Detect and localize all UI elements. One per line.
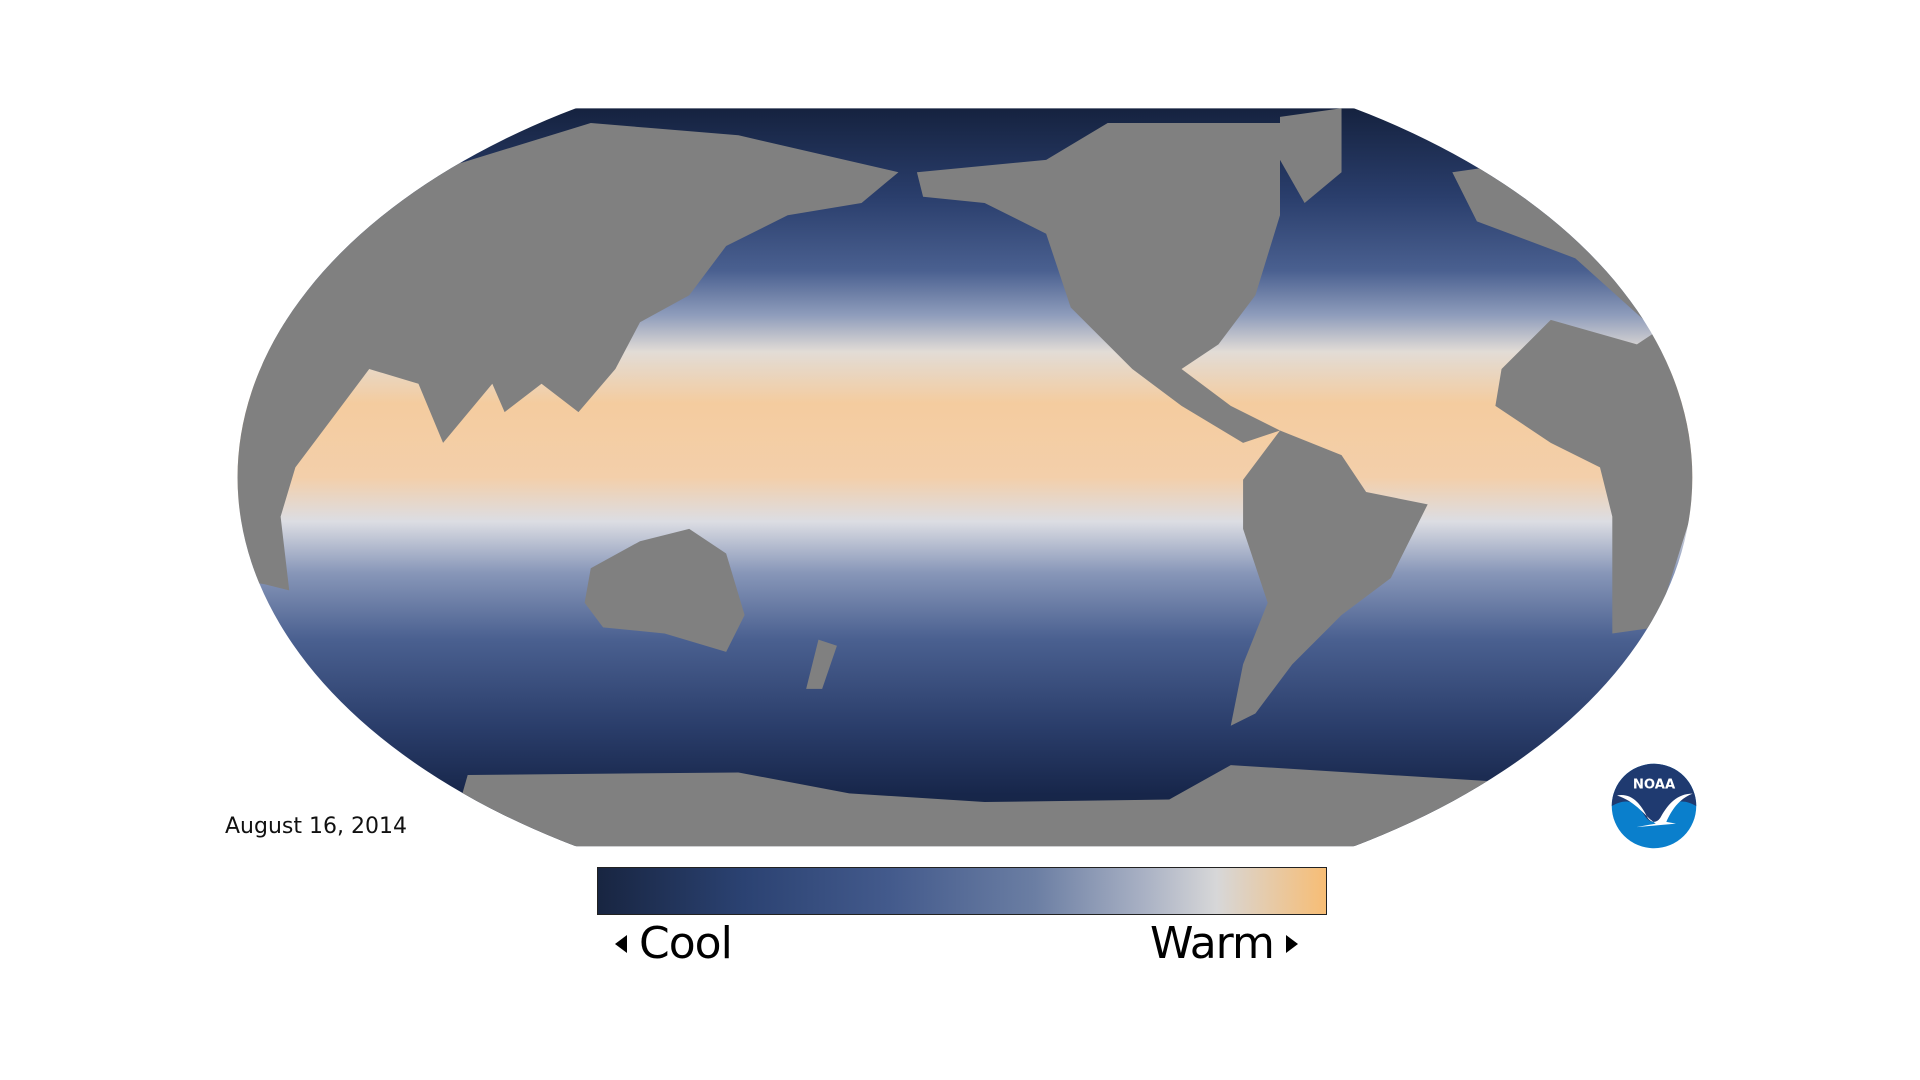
land-eurasia — [237, 123, 899, 443]
right-arrow-icon — [1285, 934, 1298, 953]
noaa-logo-text: NOAA — [1633, 777, 1676, 792]
cool-text: Cool — [639, 918, 733, 969]
color-scale-bar — [597, 867, 1327, 915]
land-africa-west — [237, 322, 370, 591]
left-arrow-icon — [615, 934, 627, 953]
cool-label: Cool — [615, 918, 733, 969]
warm-label: Warm — [1150, 918, 1298, 969]
noaa-logo: NOAA — [1611, 763, 1697, 849]
land-greenland — [1280, 108, 1342, 203]
land-north-america — [916, 123, 1280, 443]
land-south-america — [1230, 430, 1428, 726]
warm-text: Warm — [1150, 918, 1275, 969]
map-date: August 16, 2014 — [225, 814, 407, 839]
land-antarctica — [443, 765, 1502, 847]
land-new-zealand — [806, 639, 837, 689]
land-australia — [584, 528, 745, 652]
